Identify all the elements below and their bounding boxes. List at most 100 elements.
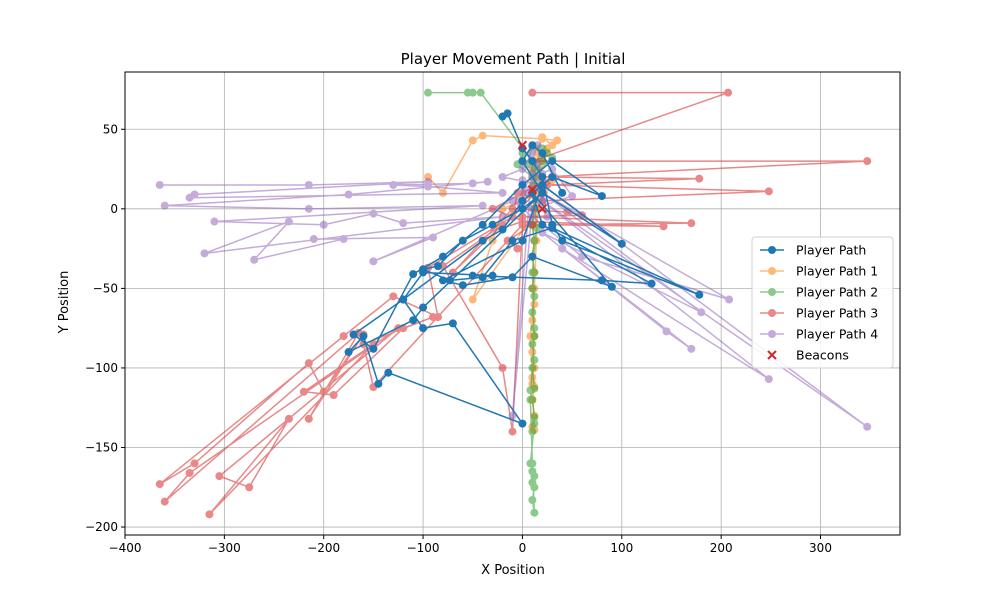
series-point	[528, 141, 537, 150]
series-point	[424, 88, 433, 97]
series-point	[299, 387, 308, 396]
series-line	[159, 91, 868, 516]
series-point	[319, 387, 328, 396]
series-point	[304, 204, 313, 213]
series-point	[687, 219, 696, 228]
series-point	[419, 268, 428, 277]
series-point	[498, 173, 507, 182]
series-point	[518, 419, 527, 428]
y-tick-label: −200	[85, 520, 118, 534]
y-axis-label: Y Position	[57, 271, 72, 335]
series-point	[344, 190, 353, 199]
legend-item	[760, 309, 784, 317]
series-point	[528, 495, 537, 504]
series-point	[662, 327, 671, 336]
series-point	[513, 244, 522, 253]
series-point	[518, 196, 527, 205]
series-point	[607, 282, 616, 291]
series-point	[369, 257, 378, 266]
series-point	[349, 330, 358, 339]
series-point	[185, 193, 194, 202]
series-point	[518, 236, 527, 245]
x-tick-label: 200	[710, 541, 733, 555]
legend-marker	[768, 246, 776, 254]
series-point	[530, 332, 539, 341]
series-point	[304, 180, 313, 189]
series-point	[530, 355, 539, 364]
y-tick-label: 0	[110, 202, 118, 216]
series-point	[508, 411, 517, 420]
series-point	[548, 157, 557, 166]
series-point	[478, 236, 487, 245]
legend-box	[751, 236, 894, 369]
series-point	[445, 276, 454, 285]
series-point	[530, 324, 539, 333]
series-point	[724, 88, 733, 97]
series-point	[284, 217, 293, 226]
series-point	[530, 419, 539, 428]
series-point	[530, 508, 539, 517]
series-point	[409, 316, 418, 325]
series-point	[468, 88, 477, 97]
series-point	[526, 386, 535, 395]
series-point	[553, 136, 562, 145]
series-point	[508, 273, 517, 282]
series-point	[530, 413, 539, 422]
series-point	[538, 173, 547, 182]
series-point	[530, 483, 539, 492]
series-point	[438, 252, 447, 261]
x-axis-ticks: −400 −300 −200 −100 0 100 200 300	[109, 535, 832, 555]
plot-area	[155, 88, 872, 519]
series-point	[478, 273, 487, 282]
series-point	[429, 313, 438, 322]
y-tick-label: −150	[85, 440, 118, 454]
series-point	[530, 292, 539, 301]
series-beacons	[517, 140, 548, 214]
series-point	[468, 295, 477, 304]
legend-marker	[767, 350, 777, 360]
legend-item	[760, 330, 784, 338]
series-point	[687, 344, 696, 353]
series-point	[695, 174, 704, 183]
x-tick-label: 300	[809, 541, 832, 555]
y-tick-label: −50	[93, 281, 118, 295]
series-point	[518, 204, 527, 213]
series-point	[374, 379, 383, 388]
series-point	[597, 192, 606, 201]
series-point	[508, 204, 517, 213]
legend-label: Player Path 4	[796, 327, 878, 342]
series-point	[468, 179, 477, 188]
legend-label: Player Path	[796, 243, 866, 258]
series-point	[508, 236, 517, 245]
series-point	[528, 268, 537, 277]
series-point	[344, 348, 353, 357]
series-point	[155, 480, 164, 489]
series-point	[498, 225, 507, 234]
series-point	[369, 209, 378, 218]
legend-marker	[768, 330, 776, 338]
series-point	[538, 180, 547, 189]
y-axis-ticks: −200 −150 −100 −50 0 50	[85, 122, 125, 534]
legend-marker	[768, 288, 776, 296]
series-point	[543, 212, 552, 221]
series-point	[548, 173, 557, 182]
series-point	[764, 187, 773, 196]
series-point	[530, 300, 539, 309]
legend-item	[760, 267, 784, 275]
series-point	[419, 303, 428, 312]
series-point	[339, 332, 348, 341]
series-point	[538, 220, 547, 229]
series-point	[538, 149, 547, 158]
x-tick-label: −100	[407, 541, 440, 555]
series-point	[458, 281, 467, 290]
series-point	[528, 340, 537, 349]
series-point	[160, 201, 169, 210]
series-point	[438, 188, 447, 197]
series-point	[210, 217, 219, 226]
series-point	[438, 276, 447, 285]
series-point	[530, 236, 539, 245]
series-point	[647, 279, 656, 288]
series-point	[389, 292, 398, 301]
series-point	[518, 217, 527, 226]
